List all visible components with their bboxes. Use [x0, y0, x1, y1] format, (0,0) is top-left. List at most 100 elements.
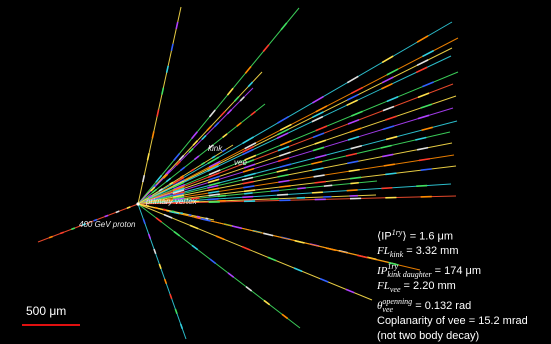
track-segment — [188, 147, 194, 154]
track-segment — [323, 184, 333, 187]
track-segment — [312, 146, 325, 152]
track-segment — [172, 181, 185, 189]
track-segment — [179, 323, 184, 329]
particle-track — [137, 71, 263, 205]
track-segment — [244, 142, 257, 150]
track-segment — [207, 178, 220, 184]
track-segment — [314, 180, 326, 184]
particle-track — [137, 37, 459, 205]
track-segment — [208, 193, 220, 197]
track-segment — [59, 231, 65, 235]
track-segment — [207, 198, 219, 201]
ip-value: ⟩ = 1.6 μm — [402, 230, 454, 243]
track-segment — [191, 131, 198, 140]
track-segment — [276, 168, 288, 173]
track-segment — [357, 254, 368, 259]
track-segment — [319, 277, 329, 283]
track-segment — [192, 140, 199, 146]
track-segment — [241, 176, 254, 181]
track-segment — [242, 159, 255, 165]
track-segment — [48, 235, 53, 239]
fl-vee-row: FLvee = 2.20 mm — [377, 279, 528, 298]
particle-tracks — [37, 6, 459, 340]
track-segment — [263, 299, 271, 306]
track-segment — [146, 153, 150, 161]
track-segment — [241, 245, 251, 251]
track-segment — [243, 163, 256, 169]
particle-track — [137, 180, 378, 205]
track-segment — [242, 167, 255, 173]
particle-track — [137, 203, 301, 329]
track-segment — [277, 116, 289, 124]
theta-sub: vee — [382, 305, 394, 315]
track-segment — [71, 227, 76, 231]
track-segment — [163, 278, 168, 284]
track-segment — [277, 128, 289, 136]
track-segment — [345, 288, 355, 294]
track-segment — [207, 156, 220, 165]
track-segment — [241, 148, 254, 156]
track-segment — [277, 173, 289, 178]
track-segment — [93, 218, 98, 222]
track-segment — [382, 105, 395, 112]
particle-track — [137, 71, 459, 205]
track-segment — [173, 187, 185, 193]
track-segment — [174, 308, 178, 314]
particle-track — [137, 203, 373, 301]
track-segment — [207, 184, 219, 189]
track-segment — [415, 136, 427, 141]
track-segment — [239, 96, 245, 102]
track-segment — [243, 189, 256, 193]
theta-value: = 0.132 rad — [412, 300, 472, 313]
particle-track — [137, 144, 234, 205]
track-segment — [231, 225, 243, 230]
particle-track — [137, 131, 451, 205]
track-segment — [190, 168, 195, 172]
ip-symbol: ⟨IP — [377, 230, 392, 243]
track-segment — [420, 103, 433, 109]
track-segment — [348, 168, 360, 173]
theta-row: θ openning vee = 0.132 rad — [377, 298, 528, 314]
track-segment — [209, 258, 217, 265]
track-segment — [172, 176, 185, 185]
track-segment — [172, 192, 184, 197]
particle-track — [137, 183, 452, 205]
particle-track — [137, 195, 457, 205]
track-segment — [315, 105, 328, 113]
track-segment — [215, 235, 225, 241]
track-segment — [188, 213, 192, 217]
kink-label: kink — [208, 144, 223, 153]
track-segment — [313, 174, 325, 178]
fl-kink-value: = 3.32 mm — [403, 245, 459, 258]
track-segment — [242, 145, 255, 153]
track-segment — [281, 313, 289, 320]
particle-track — [37, 203, 139, 243]
track-segment — [236, 122, 242, 127]
track-segment — [267, 256, 277, 262]
track-segment — [311, 115, 324, 123]
particle-track — [137, 142, 453, 205]
fl-vee-sub: vee — [389, 285, 401, 295]
track-segment — [262, 44, 270, 53]
ip-primary-row: ⟨IP1ry⟩ = 1.6 μm — [377, 226, 528, 244]
track-segment — [104, 214, 109, 218]
scale-label: 500 μm — [26, 304, 67, 318]
track-segment — [172, 194, 185, 199]
track-segment — [208, 169, 221, 176]
track-segment — [171, 210, 175, 213]
track-segment — [277, 193, 289, 196]
track-segment — [173, 197, 185, 201]
particle-track — [137, 21, 453, 205]
track-segment — [415, 66, 428, 74]
track-segment — [270, 189, 280, 193]
track-segment — [383, 163, 395, 167]
track-segment — [208, 190, 220, 194]
track-segment — [416, 35, 429, 43]
track-segment — [349, 127, 362, 133]
track-segment — [163, 208, 167, 211]
particle-track — [137, 6, 182, 205]
track-segment — [82, 223, 87, 226]
track-segment — [385, 172, 397, 176]
ip-kink-daughter-row: IP 1ry kink daughter = 174 μm — [377, 263, 528, 279]
